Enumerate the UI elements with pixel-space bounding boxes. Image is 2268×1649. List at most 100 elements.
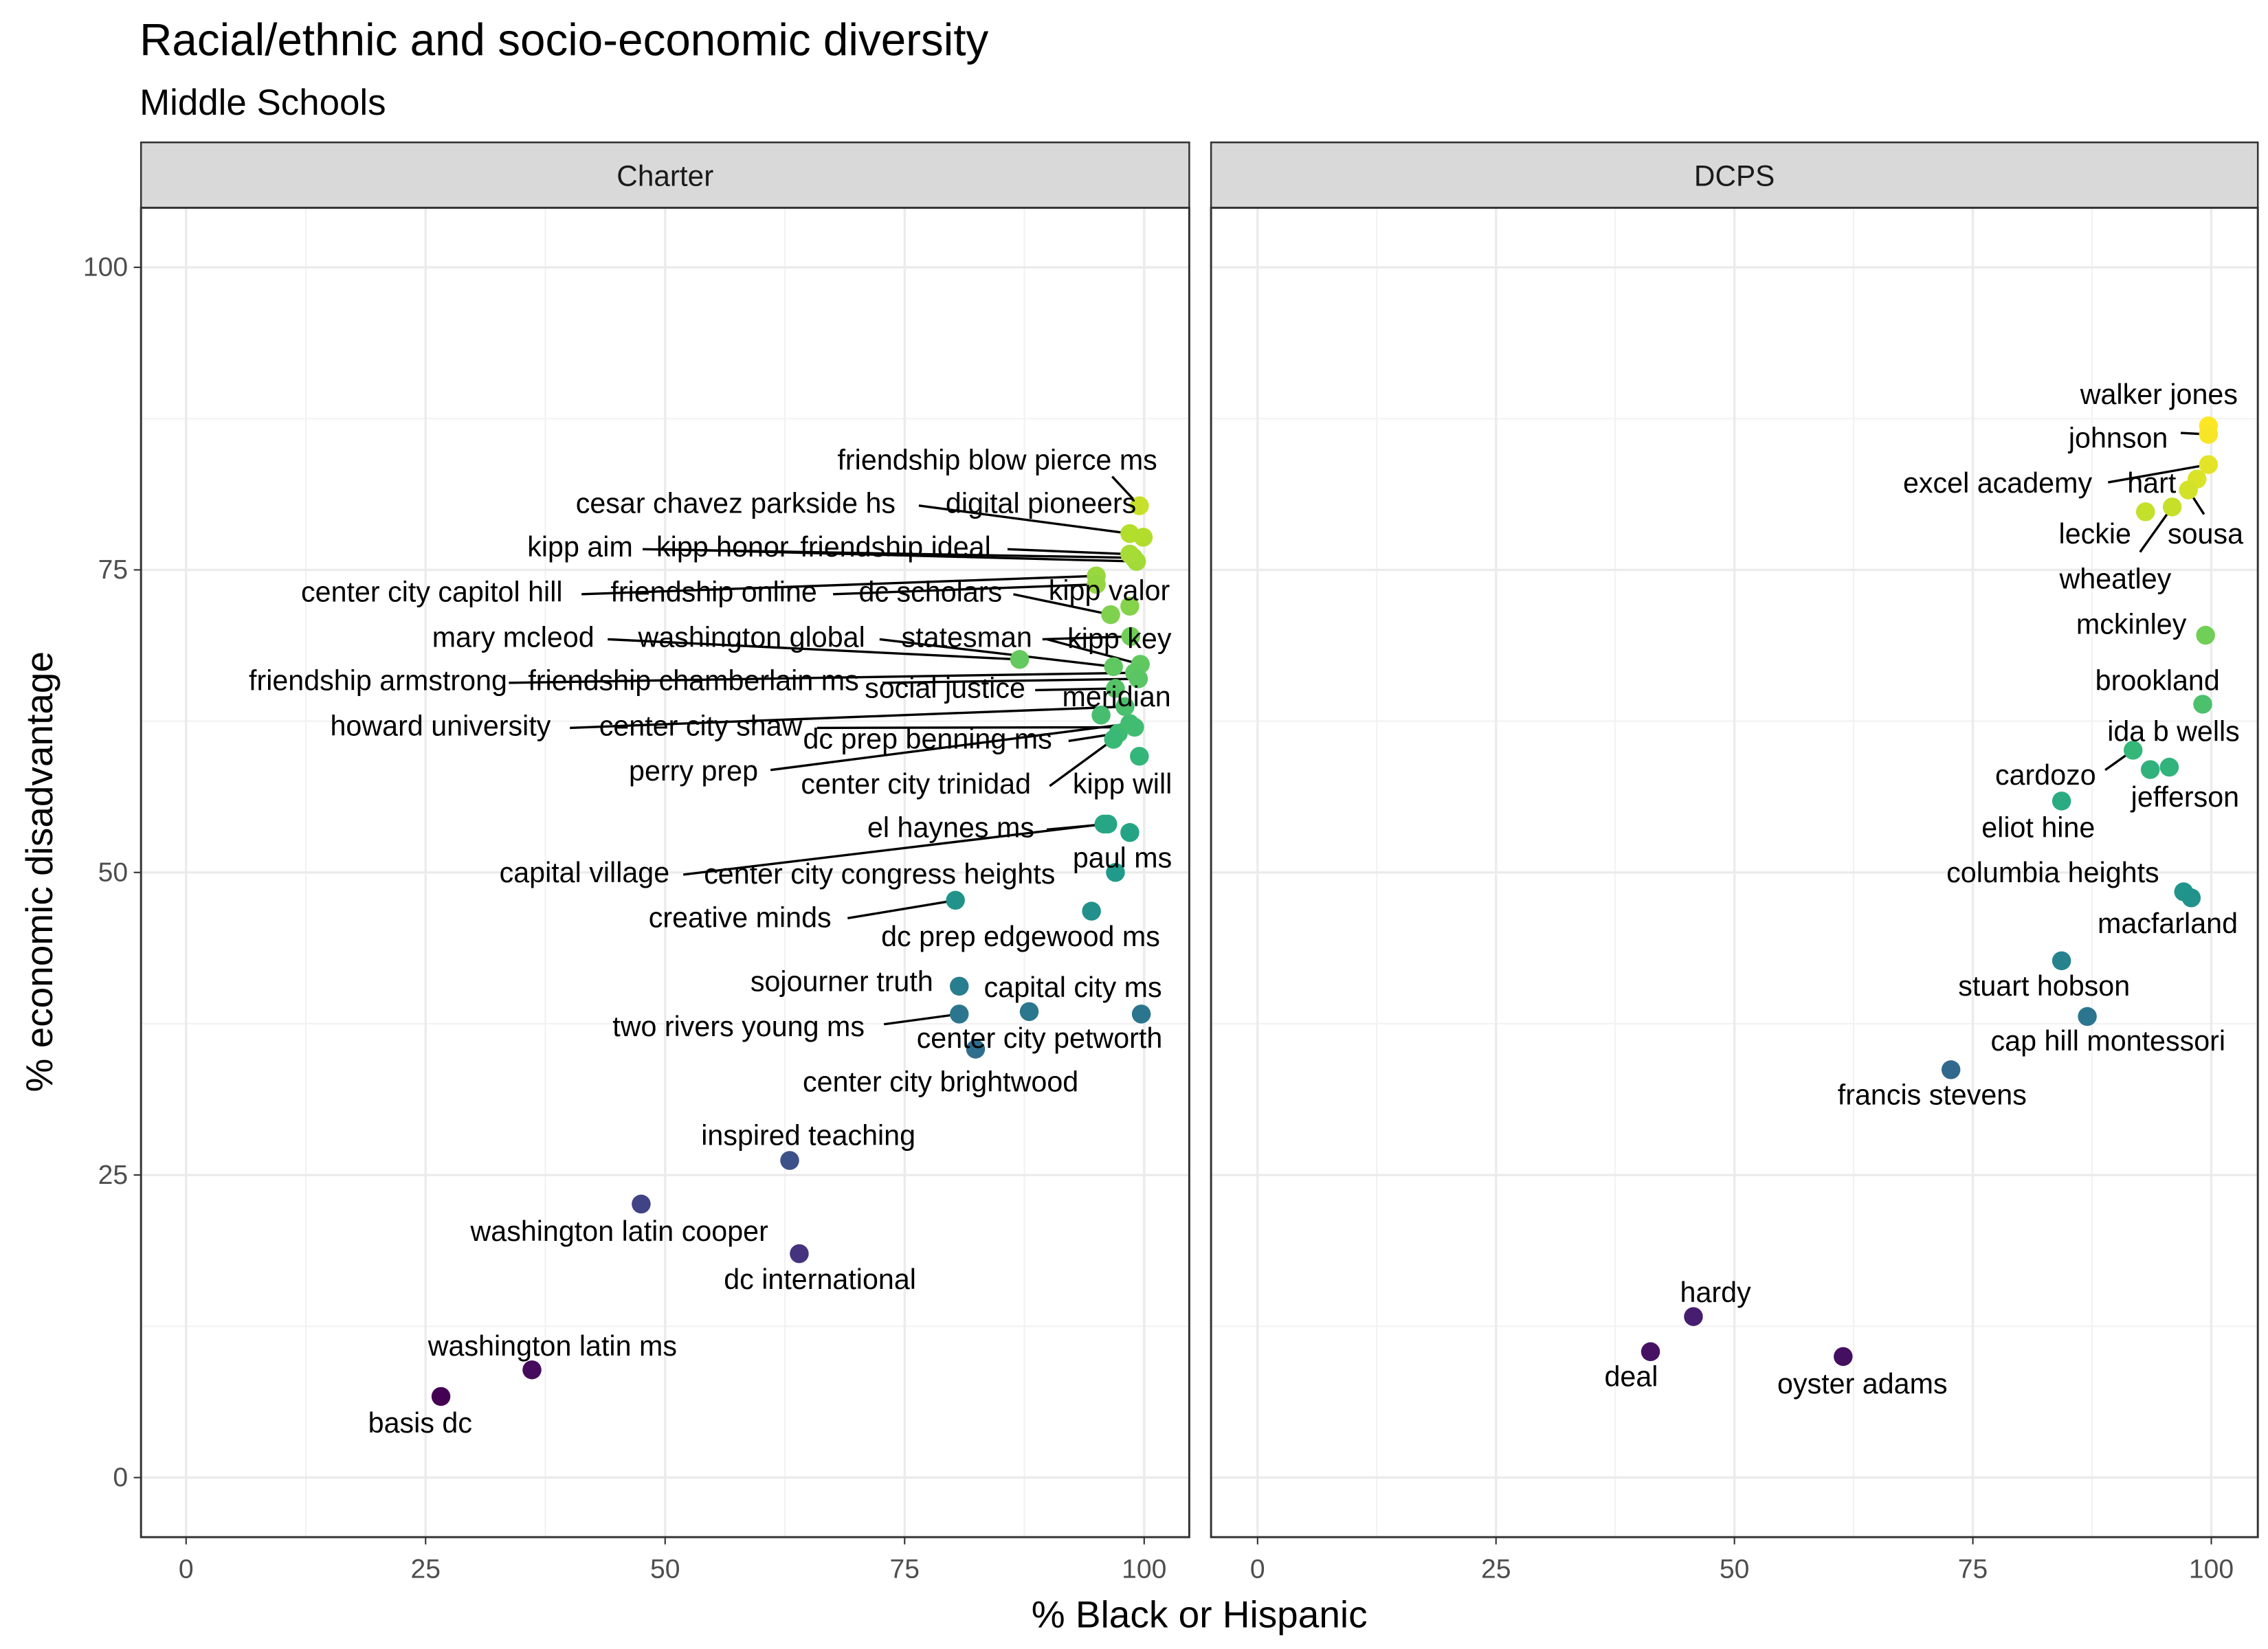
label-leader-line [608,638,1020,661]
point-label: washington latin ms [427,1330,677,1362]
label-leader-line [1007,548,1130,556]
data-point [1091,706,1111,725]
point-label: cesar chavez parkside hs [576,488,896,519]
point-label: paul ms [1073,842,1172,874]
label-leader-line [833,583,1097,596]
x-tick-label: 50 [1720,1554,1750,1584]
data-point [431,1387,451,1406]
data-point [1101,605,1120,625]
data-point [950,976,969,996]
point-label: basis dc [368,1407,472,1439]
point-label: johnson [2068,423,2168,454]
data-point [1120,544,1139,564]
y-tick-label: 0 [113,1463,128,1492]
chart-title: Racial/ethnic and socio-economic diversi… [140,14,988,65]
data-point [2123,741,2143,760]
data-point [1104,657,1123,677]
label-leader-line [570,705,1125,730]
point-label: stuart hobson [1958,970,2130,1002]
data-point [1941,1060,1961,1079]
point-label: meridian [1063,681,1171,713]
facet-strip-label: Charter [616,160,713,192]
data-point [2199,455,2219,474]
point-label: mary mcleod [432,621,594,653]
data-point [2135,502,2155,521]
point-label: friendship armstrong [249,665,507,697]
label-leader-line [882,677,1139,684]
x-tick-label: 75 [1958,1554,1988,1584]
label-leader-line [1042,635,1131,641]
x-tick-label: 25 [411,1554,441,1584]
point-label: center city capitol hill [301,576,563,608]
point-label: center city petworth [917,1022,1163,1054]
point-label: jefferson [2131,781,2239,813]
data-point [2052,792,2071,811]
y-tick-label: 75 [98,555,129,585]
point-label: excel academy [1903,467,2092,499]
point-label: dc prep edgewood ms [881,921,1160,952]
label-leader-line [816,726,1135,730]
label-leader-line [883,1013,959,1026]
x-tick-label: 100 [2189,1554,2234,1584]
point-label: eliot hine [1981,811,2095,843]
data-point [2052,951,2071,971]
point-label: kipp valor [1049,575,1170,607]
point-label: kipp will [1073,768,1172,800]
data-point [1087,574,1106,594]
data-point [1094,814,1114,834]
data-point [1010,650,1030,669]
data-point [2179,480,2198,500]
point-label: statesman [902,621,1032,653]
x-axis-label: % Black or Hispanic [1032,1593,1368,1635]
y-axis-label: % economic disadvantage [18,651,60,1092]
point-label: perry prep [629,755,758,787]
x-tick-label: 75 [890,1554,920,1584]
label-leader-line [2108,463,2209,484]
point-label: leckie [2059,518,2131,550]
point-label: friendship blow pierce ms [837,444,1157,475]
point-label: columbia heights [1946,857,2159,888]
point-label: two rivers young ms [612,1011,865,1042]
facet-strip [140,141,1190,209]
data-point [790,1244,809,1264]
point-label: kipp key [1067,622,1172,654]
x-tick-label: 100 [1122,1554,1166,1584]
point-label: deal [1604,1361,1658,1393]
data-point [1133,528,1153,547]
label-leader-line [683,822,1104,876]
label-leader-line [879,638,1114,669]
point-label: center city shaw [599,710,803,741]
point-label: macfarland [2098,908,2238,939]
chart-subtitle: Middle Schools [140,82,386,123]
point-label: digital pioneers [946,488,1136,519]
facet-strip-label: DCPS [1694,160,1775,192]
label-leader-line [509,671,1135,684]
point-label: center city trinidad [801,768,1031,800]
point-label: cap hill montessori [1991,1025,2226,1057]
data-point [2196,625,2215,645]
point-label: dc international [724,1264,916,1295]
data-point [2159,757,2179,777]
panel-dcps: 0 25 50 75 100 DCPS walker jones johnson excel a… [1210,141,2259,1584]
data-point [1131,1005,1151,1024]
point-label: friendship ideal [800,531,990,563]
panel-charter: 0 0 25 25 50 50 75 75 100 100 Charter friendship bl… [83,141,1190,1584]
point-label: ida b wells [2107,716,2240,748]
point-label: washington latin cooper [469,1215,768,1247]
data-point [1120,596,1139,616]
point-label: center city brightwood [803,1066,1078,1097]
data-point [946,890,965,910]
panel-border [140,206,1190,1538]
point-label: social justice [865,672,1025,704]
point-label: friendship chamberlain ms [528,665,858,697]
point-label: kipp aim [527,531,633,563]
point-label: cardozo [1995,759,2096,791]
data-point [1120,714,1139,733]
data-point [1130,746,1149,766]
point-label: friendship online [610,576,816,608]
panel-border [1210,206,2259,1538]
point-label: kipp honor [656,531,789,563]
data-point [1834,1347,1853,1367]
point-label: capital village [500,857,670,888]
point-label: hart [2127,467,2177,499]
